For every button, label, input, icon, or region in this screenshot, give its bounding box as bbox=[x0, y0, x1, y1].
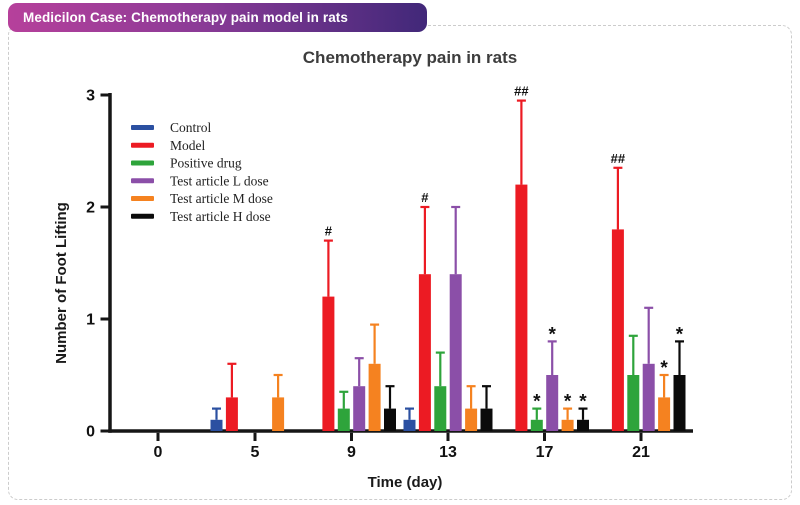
case-banner-label: Medicilon Case: Chemotherapy pain model … bbox=[23, 10, 349, 25]
bar-test-article-m-dose-day-21 bbox=[658, 397, 671, 431]
sig-marker-model-day-21: ## bbox=[611, 151, 626, 166]
legend-item-control: Control bbox=[131, 120, 212, 135]
sig-marker-test-article-m-dose-day-17: * bbox=[564, 392, 572, 413]
bar-positive-drug-day-9 bbox=[337, 408, 350, 431]
bar-test-article-l-dose-day-9 bbox=[353, 386, 366, 431]
bar-model-day-9 bbox=[322, 296, 335, 431]
legend-label-test-article-h-dose: Test article H dose bbox=[170, 209, 271, 224]
legend-item-test-article-m-dose: Test article M dose bbox=[131, 191, 273, 206]
bar-test-article-l-dose-day-21 bbox=[642, 363, 655, 431]
y-axis-title: Number of Foot Lifting bbox=[53, 202, 70, 364]
case-banner: Medicilon Case: Chemotherapy pain model … bbox=[8, 3, 427, 32]
legend-swatch-positive-drug bbox=[131, 160, 154, 166]
significance-markers: ######****** bbox=[325, 84, 684, 413]
legend-item-positive-drug: Positive drug bbox=[131, 156, 242, 171]
sig-marker-test-article-h-dose-day-17: * bbox=[579, 392, 587, 413]
y-tick-label: 0 bbox=[86, 424, 95, 441]
legend-swatch-model bbox=[131, 142, 154, 148]
bar-test-article-l-dose-day-13 bbox=[449, 274, 462, 431]
bar-control-day-13 bbox=[403, 419, 416, 431]
bar-model-day-17 bbox=[515, 184, 528, 431]
bar-test-article-m-dose-day-5 bbox=[272, 397, 285, 431]
legend-item-model: Model bbox=[131, 138, 205, 153]
legend-swatch-test-article-h-dose bbox=[131, 213, 154, 219]
legend-item-test-article-l-dose: Test article L dose bbox=[131, 173, 269, 188]
sig-marker-model-day-17: ## bbox=[514, 84, 529, 99]
sig-marker-model-day-9: # bbox=[325, 224, 333, 239]
legend-item-test-article-h-dose: Test article H dose bbox=[131, 209, 271, 224]
y-tick-label: 1 bbox=[86, 312, 95, 329]
x-tick-label: 0 bbox=[154, 444, 163, 461]
bars bbox=[210, 184, 686, 431]
bar-positive-drug-day-21 bbox=[627, 375, 640, 431]
sig-marker-test-article-h-dose-day-21: * bbox=[676, 324, 684, 345]
x-tick-label: 9 bbox=[347, 444, 356, 461]
error-bars bbox=[212, 99, 684, 420]
legend-label-control: Control bbox=[170, 120, 212, 135]
bar-positive-drug-day-13 bbox=[434, 386, 447, 431]
sig-marker-test-article-l-dose-day-17: * bbox=[548, 324, 556, 345]
x-tick-label: 21 bbox=[632, 444, 650, 461]
bar-test-article-h-dose-day-17 bbox=[577, 419, 589, 431]
x-tick-label: 5 bbox=[251, 444, 260, 461]
bar-test-article-l-dose-day-17 bbox=[546, 375, 559, 431]
bar-model-day-13 bbox=[418, 274, 431, 431]
legend-swatch-test-article-l-dose bbox=[131, 178, 154, 184]
legend: Control Model Positive drug Test article L … bbox=[131, 120, 273, 224]
bar-model-day-5 bbox=[225, 397, 238, 431]
bar-control-day-5 bbox=[210, 419, 223, 431]
legend-label-test-article-m-dose: Test article M dose bbox=[170, 191, 273, 206]
x-tick-label: 17 bbox=[536, 444, 554, 461]
legend-swatch-control bbox=[131, 125, 154, 130]
bar-test-article-m-dose-day-13 bbox=[465, 408, 478, 431]
legend-swatch-test-article-m-dose bbox=[131, 196, 154, 201]
legend-label-test-article-l-dose: Test article L dose bbox=[170, 173, 269, 188]
bar-test-article-m-dose-day-9 bbox=[368, 363, 381, 431]
y-tick-label: 2 bbox=[86, 200, 95, 217]
sig-marker-positive-drug-day-17: * bbox=[533, 392, 541, 413]
bar-model-day-21 bbox=[611, 229, 624, 431]
bar-test-article-h-dose-day-9 bbox=[384, 408, 396, 431]
bar-positive-drug-day-17 bbox=[530, 419, 543, 431]
y-axis-ticks: 0 1 2 3 bbox=[86, 88, 109, 441]
x-axis-ticks: 0 5 9 13 17 21 bbox=[154, 432, 650, 461]
legend-label-model: Model bbox=[170, 138, 205, 153]
sig-marker-model-day-13: # bbox=[421, 190, 429, 205]
x-axis-title: Time (day) bbox=[368, 474, 443, 491]
bar-test-article-h-dose-day-13 bbox=[480, 408, 493, 431]
legend-label-positive-drug: Positive drug bbox=[170, 156, 242, 171]
x-tick-label: 13 bbox=[439, 444, 457, 461]
chart-title: Chemotherapy pain in rats bbox=[302, 48, 518, 67]
y-tick-label: 3 bbox=[86, 88, 95, 105]
bar-test-article-m-dose-day-17 bbox=[561, 419, 574, 431]
bar-test-article-h-dose-day-21 bbox=[673, 375, 686, 431]
sig-marker-test-article-m-dose-day-21: * bbox=[660, 358, 668, 379]
